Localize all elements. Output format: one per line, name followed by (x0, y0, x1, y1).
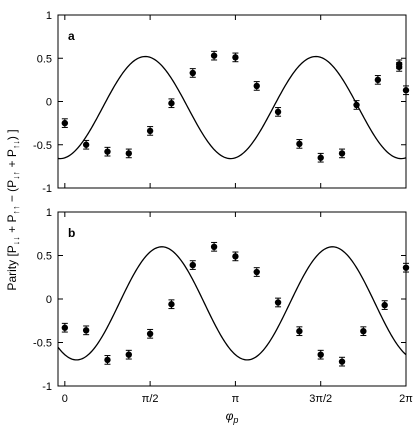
data-point (381, 301, 388, 309)
fit-curve (57, 55, 407, 160)
data-point (402, 87, 410, 94)
data-point (232, 54, 239, 61)
data-point (168, 301, 175, 308)
y-tick-label: 1 (46, 207, 52, 219)
data-point (274, 299, 282, 306)
x-tick-label: π (232, 393, 240, 405)
data-point (61, 324, 69, 331)
data-point (125, 351, 132, 358)
data-point (146, 127, 154, 135)
y-tick-label: 0 (46, 294, 52, 306)
data-point (353, 101, 360, 109)
data-point (125, 150, 132, 157)
data-point (104, 356, 111, 364)
data-point (232, 253, 239, 260)
y-tick-label: -0.5 (33, 338, 52, 350)
x-tick-label: 3π/2 (309, 393, 332, 405)
data-point (146, 330, 154, 337)
x-tick-label: 0 (62, 393, 68, 405)
data-point (338, 150, 346, 157)
data-point (82, 141, 90, 148)
y-axis-label: Parity [P↓↓ + P↑↑ − (P↓↑ + P↑↓) ] (5, 129, 21, 290)
data-point (253, 268, 260, 276)
data-point (296, 140, 303, 148)
data-point (168, 100, 175, 107)
data-point (253, 82, 260, 90)
panel-label: b (68, 226, 75, 240)
plot-frame (57, 14, 407, 189)
data-point (189, 261, 196, 269)
fit-curve (57, 246, 407, 361)
data-point (82, 327, 90, 334)
y-tick-label: -1 (42, 183, 52, 195)
y-tick-label: -0.5 (33, 140, 52, 152)
y-tick-label: 0.5 (37, 53, 52, 65)
y-tick-label: -1 (42, 381, 52, 393)
data-point (274, 108, 282, 116)
data-point (210, 243, 218, 250)
panel-a: 1 0.5 0 -0.5 -1 a (33, 10, 410, 195)
data-point (360, 327, 367, 335)
data-point (338, 358, 346, 365)
x-tick-label: 2π (399, 393, 413, 405)
y-tick-label: 0 (46, 97, 52, 109)
data-point (317, 351, 324, 358)
data-point (210, 52, 218, 59)
x-axis-label: φp (226, 409, 239, 425)
y-tick-label: 1 (46, 10, 52, 22)
data-point (374, 76, 382, 84)
panel-label: a (68, 29, 75, 43)
data-point (395, 63, 403, 71)
data-point (61, 119, 69, 127)
data-point (296, 327, 303, 335)
data-point (317, 154, 324, 161)
data-point (104, 148, 111, 155)
y-tick-label: 0.5 (37, 251, 52, 263)
data-point (402, 264, 410, 271)
x-tick-label: π/2 (142, 393, 159, 405)
data-point (189, 69, 196, 77)
panel-b: 1 0.5 0 -0.5 -1 0 π/2 π 3π/2 2π b (33, 207, 413, 405)
